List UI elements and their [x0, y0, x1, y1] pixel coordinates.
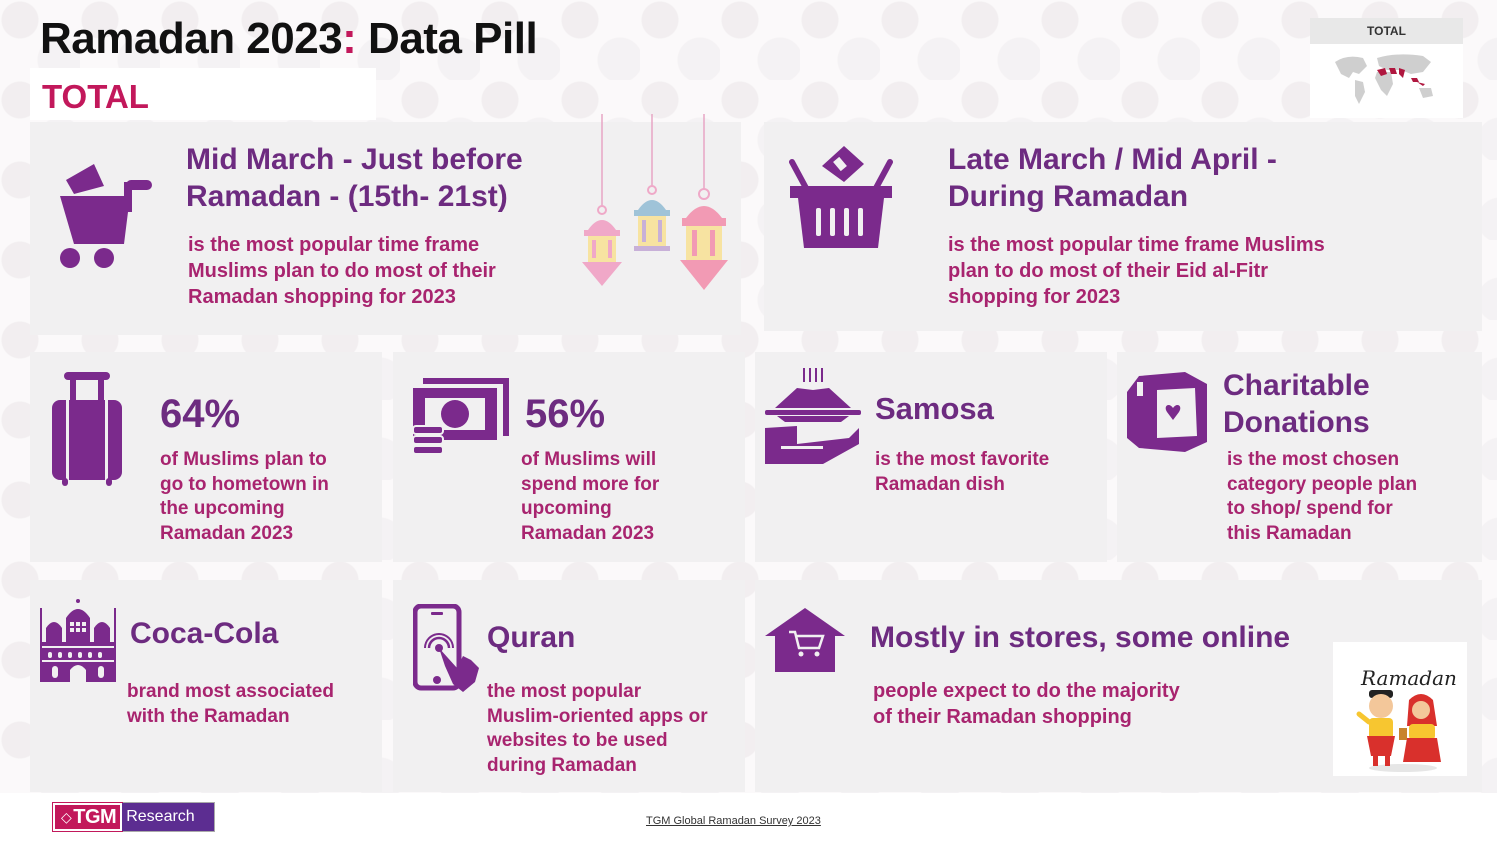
source-link[interactable]: TGM Global Ramadan Survey 2023	[646, 815, 821, 827]
logo-left: ◇ TGM	[51, 802, 124, 832]
title-text: Ramadan 2023	[40, 14, 343, 63]
card-description: brand most associated with the Ramadan	[127, 681, 334, 727]
stat-value: 64%	[160, 392, 241, 436]
card-description: of Muslims will spend more for upcoming …	[521, 449, 660, 545]
card-title: Samosa	[875, 391, 994, 426]
card-apps: Quran the most popular Muslim-oriented a…	[393, 580, 745, 792]
title-text-2: Data Pill	[356, 14, 538, 63]
suitcase-icon	[52, 372, 122, 486]
map-label: TOTAL	[1310, 18, 1463, 44]
card-description: is the most popular time frame Muslims p…	[948, 234, 1325, 308]
card-description: is the most chosen category people plan …	[1227, 449, 1418, 545]
card-channel: Mostly in stores, some online people exp…	[755, 580, 1482, 792]
money-icon	[413, 378, 509, 455]
card-favorite-dish: Samosa is the most favorite Ramadan dish	[755, 352, 1107, 562]
ramadan-kids-illustration: Ramadan	[1333, 642, 1467, 776]
subtitle-box	[30, 68, 376, 120]
page-title: Ramadan 2023: Data Pill	[40, 14, 538, 64]
mosque-icon	[40, 599, 116, 682]
card-spend-more: 56% of Muslims will spend more for upcom…	[393, 352, 745, 562]
card-description: the most popular Muslim-oriented apps or…	[487, 681, 708, 777]
stat-value: 56%	[525, 392, 606, 436]
card-donations: Charitable Donations is the most chosen …	[1117, 352, 1482, 562]
tgm-research-logo: ◇ TGM Research	[51, 802, 215, 832]
logo-tgm-text: TGM	[73, 805, 117, 828]
diamond-icon: ◇	[61, 808, 72, 825]
hanging-lanterns-icon	[582, 114, 728, 290]
logo-right: Research	[122, 803, 214, 831]
card-title: Mid March - Just before Ramadan - (15th-…	[186, 143, 523, 213]
card-title: Coca-Cola	[130, 617, 279, 650]
page-subtitle: TOTAL	[42, 78, 149, 115]
footer: ◇ TGM Research TGM Global Ramadan Survey…	[0, 793, 1497, 843]
donation-box-icon	[1127, 372, 1207, 452]
card-title: Quran	[487, 621, 576, 654]
card-description: of Muslims plan to go to hometown in the…	[160, 449, 329, 545]
card-title: Charitable Donations	[1223, 369, 1370, 439]
shopping-basket-icon	[789, 146, 893, 248]
illustration-caption: Ramadan	[1361, 666, 1457, 690]
title-colon: :	[342, 14, 357, 63]
serving-dish-icon	[765, 368, 861, 464]
shopping-cart-icon	[60, 164, 152, 268]
card-description: is the most favorite Ramadan dish	[875, 449, 1050, 495]
smartphone-tap-icon	[413, 604, 479, 692]
card-title: Mostly in stores, some online	[870, 621, 1291, 654]
card-ramadan-shopping-time: Mid March - Just before Ramadan - (15th-…	[30, 114, 741, 335]
region-map-panel: TOTAL	[1310, 18, 1463, 118]
card-eid-shopping-time: Late March / Mid April - During Ramadan …	[764, 122, 1482, 331]
store-cart-icon	[765, 608, 845, 672]
card-description: is the most popular time frame Muslims p…	[188, 234, 496, 308]
world-map-icon	[1334, 54, 1433, 104]
kids-figures-icon	[1356, 690, 1441, 772]
card-description: people expect to do the majority of thei…	[873, 680, 1180, 728]
card-hometown: 64% of Muslims plan to go to hometown in…	[30, 352, 382, 562]
card-title: Late March / Mid April - During Ramadan	[948, 143, 1277, 213]
card-brand: Coca-Cola brand most associated with the…	[30, 580, 382, 792]
